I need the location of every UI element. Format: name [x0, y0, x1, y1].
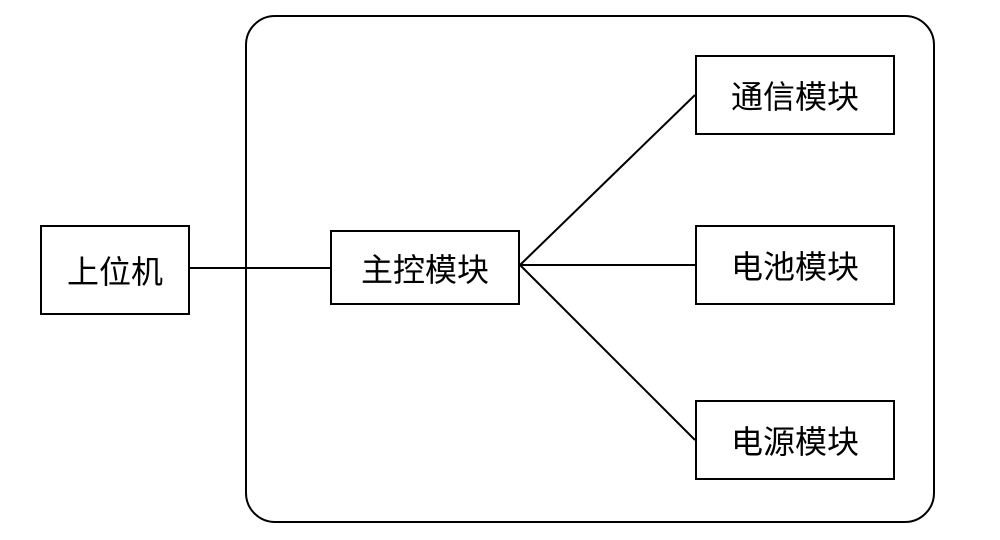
edge-main-comm — [520, 95, 695, 265]
edge-main-power — [520, 265, 695, 440]
connector-lines — [0, 0, 1000, 540]
